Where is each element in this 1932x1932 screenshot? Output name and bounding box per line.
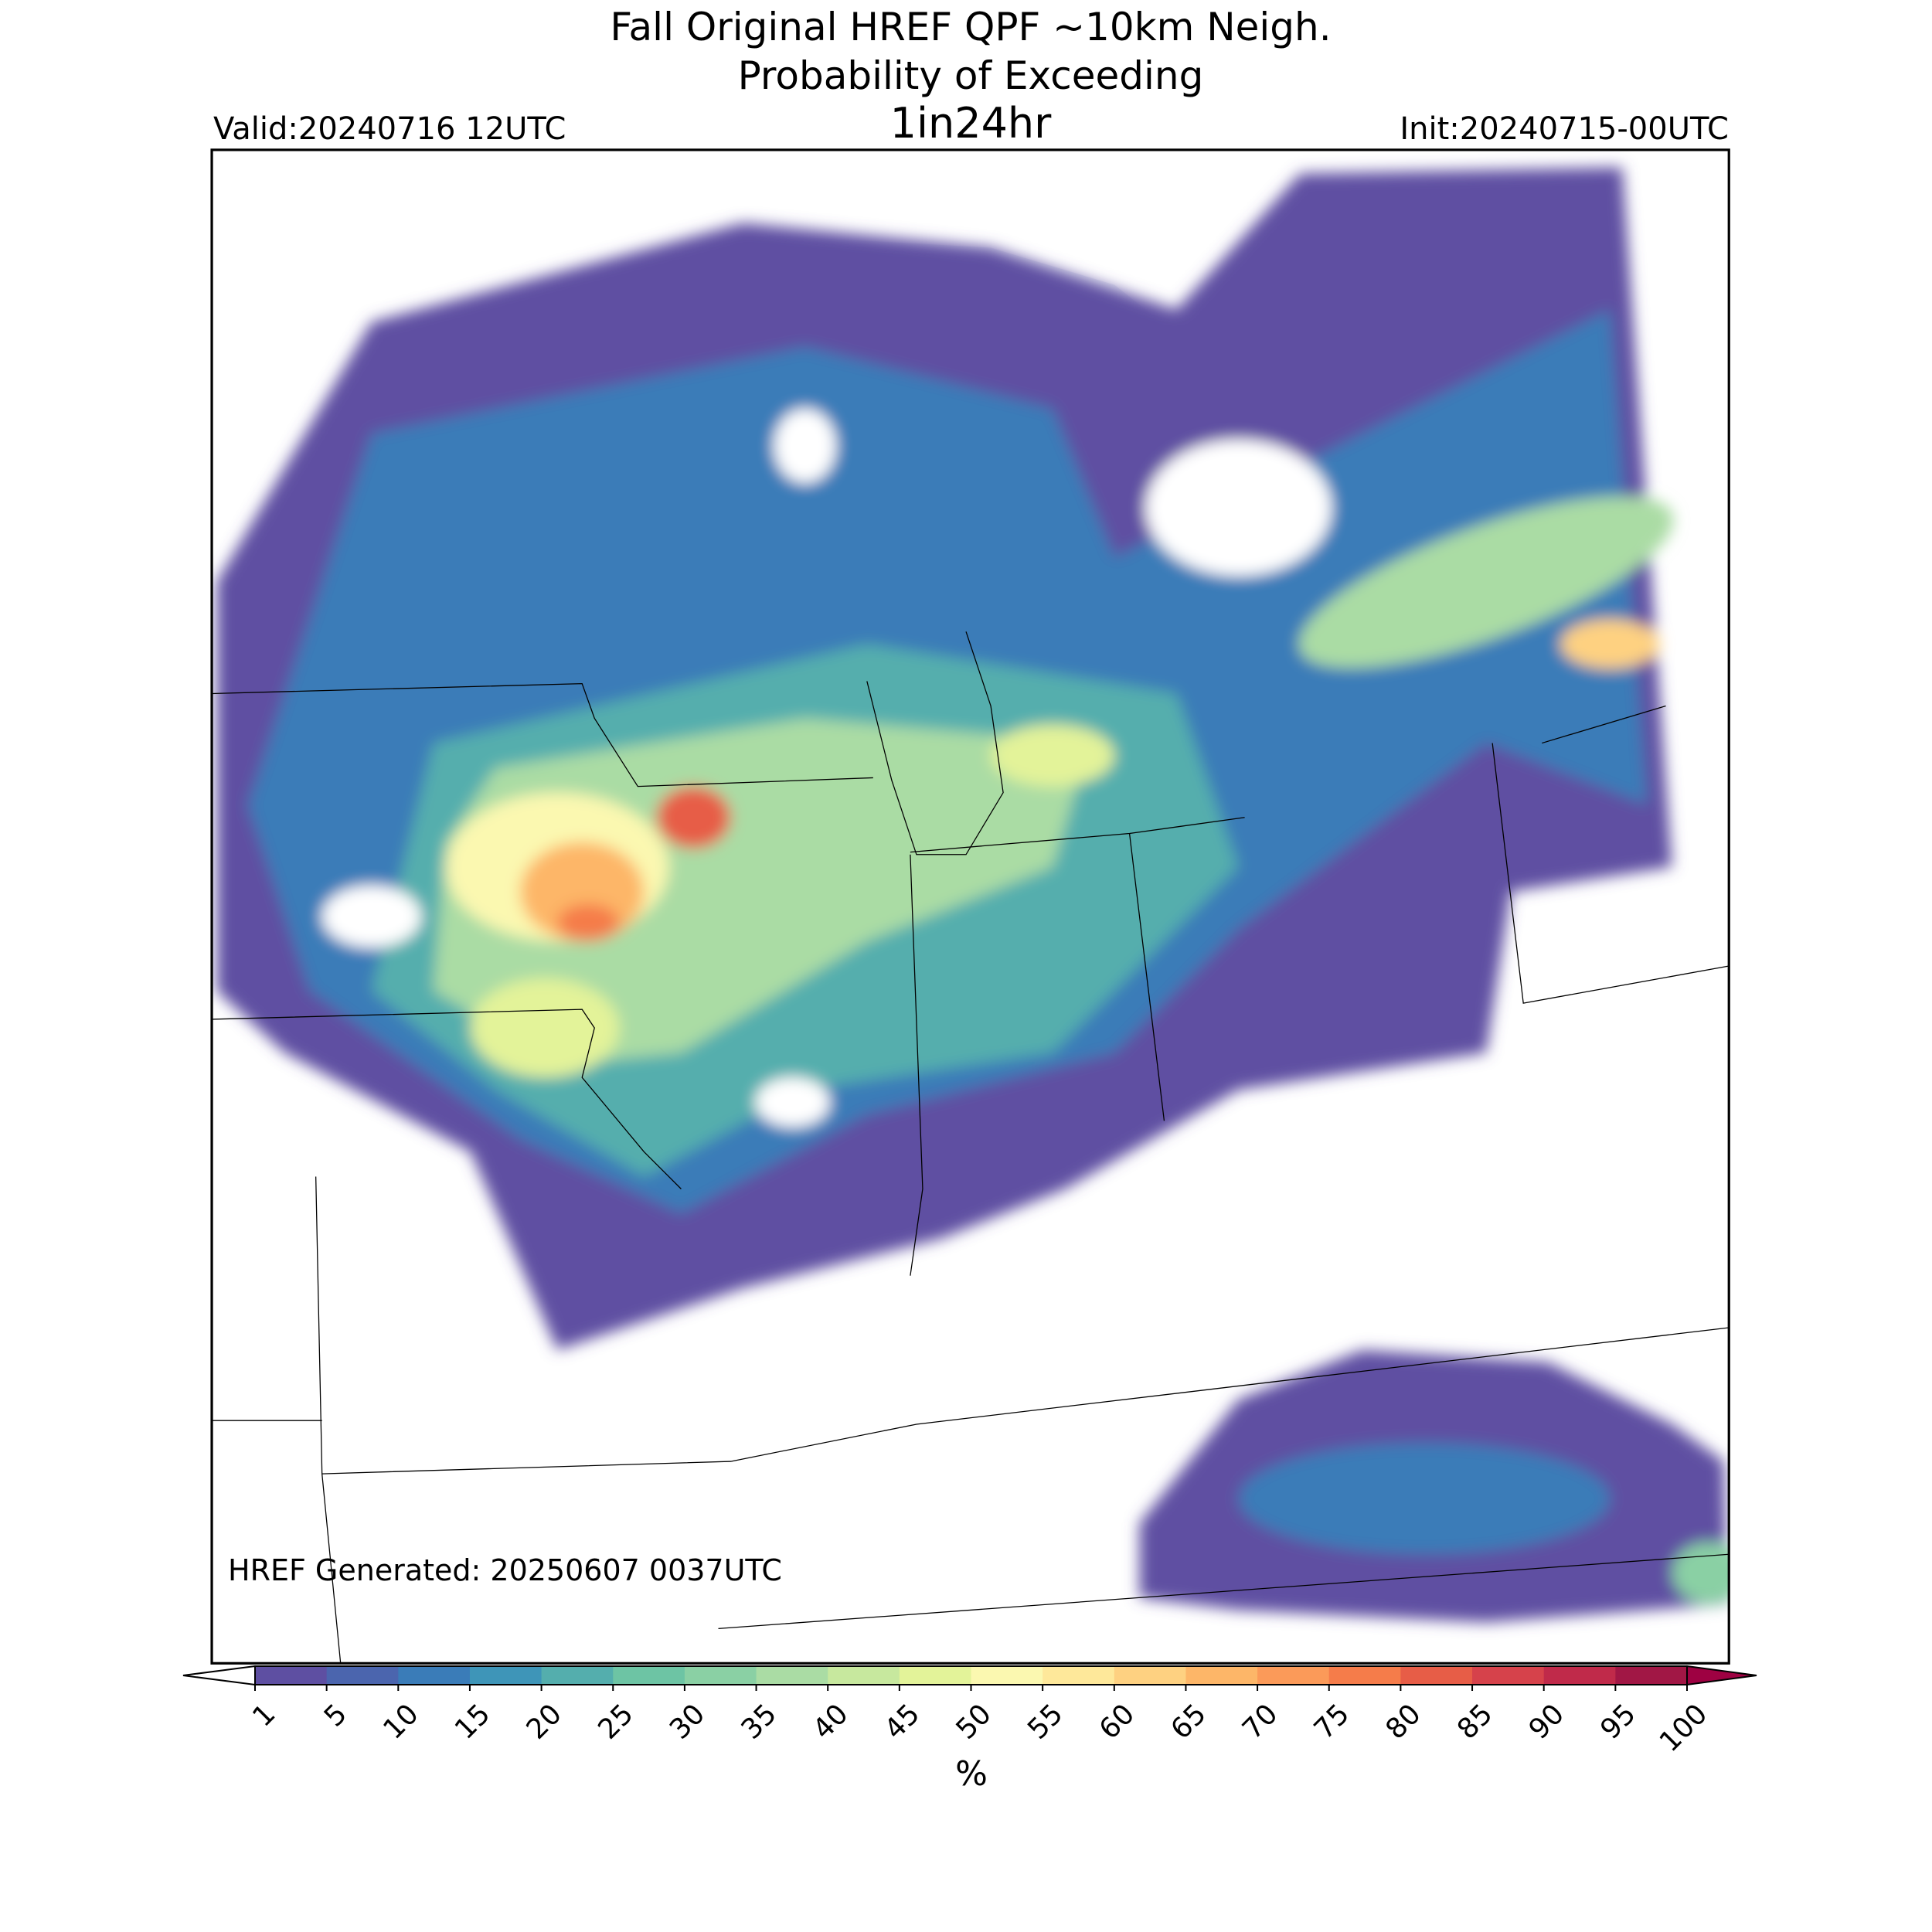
colorbar-bin bbox=[1543, 1666, 1616, 1685]
colorbar-tick-label: 40 bbox=[807, 1698, 854, 1745]
boundaries bbox=[212, 631, 1730, 1664]
colorbar-bin bbox=[541, 1666, 614, 1685]
colorbar-tick-label: 50 bbox=[951, 1698, 998, 1745]
colorbar-bin bbox=[255, 1666, 328, 1685]
colorbar-over bbox=[1686, 1665, 1757, 1686]
colorbar-bin bbox=[828, 1666, 900, 1685]
colorbar-tick-label: 1 bbox=[247, 1698, 281, 1733]
colorbar-tick-label: 75 bbox=[1308, 1698, 1355, 1745]
colorbar-bin bbox=[1257, 1666, 1330, 1685]
colorbar-tick-label: 100 bbox=[1654, 1698, 1714, 1758]
map-frame bbox=[210, 148, 1730, 1665]
colorbar-bin bbox=[1615, 1666, 1688, 1685]
colorbar-tick-label: 35 bbox=[736, 1698, 783, 1745]
map bbox=[210, 148, 1730, 1665]
colorbar-bin bbox=[1043, 1666, 1115, 1685]
colorbar-tick-label: 5 bbox=[318, 1698, 353, 1733]
colorbar-tick-label: 85 bbox=[1451, 1698, 1498, 1745]
title-line: Fall Original HREF QPF ~10km Neigh. bbox=[610, 5, 1331, 49]
colorbar-tick-label: 80 bbox=[1379, 1698, 1427, 1745]
colorbar-tick-label: 15 bbox=[449, 1698, 496, 1745]
colorbar-bin bbox=[899, 1666, 971, 1685]
colorbar-tick-label: 60 bbox=[1094, 1698, 1141, 1745]
colorbar-bin bbox=[469, 1666, 543, 1685]
precip-field bbox=[216, 167, 1730, 1623]
colorbar-label: % bbox=[955, 1754, 988, 1794]
map-content bbox=[212, 167, 1730, 1664]
colorbar-tick-label: 70 bbox=[1236, 1698, 1284, 1745]
colorbar-bin bbox=[1185, 1666, 1258, 1685]
valid-time: Valid:20240716 12UTC bbox=[213, 111, 566, 147]
colorbar-bin bbox=[684, 1666, 757, 1685]
generated-note: HREF Generated: 20250607 0037UTC bbox=[228, 1553, 782, 1587]
colorbar-bin bbox=[1328, 1666, 1401, 1685]
colorbar-tick-label: 55 bbox=[1022, 1698, 1069, 1745]
colorbar-tick-label: 30 bbox=[664, 1698, 711, 1745]
colorbar: 1 5 10 15 20 25 30 35 40 45 50 55 60 65 70 75 80 85 90 95 10… bbox=[182, 1665, 1757, 1758]
colorbar-bin bbox=[1114, 1666, 1186, 1685]
colorbar-tick-label: 10 bbox=[377, 1698, 424, 1745]
colorbar-tick-label: 45 bbox=[879, 1698, 926, 1745]
title-line: 1in24hr bbox=[890, 99, 1053, 148]
colorbar-bin bbox=[1472, 1666, 1545, 1685]
colorbar-bin bbox=[613, 1666, 685, 1685]
colorbar-under bbox=[182, 1665, 256, 1686]
title-line: Probability of Exceeding bbox=[738, 53, 1204, 98]
colorbar-bin bbox=[398, 1666, 471, 1685]
colorbar-tick-label: 20 bbox=[521, 1698, 568, 1745]
colorbar-bin bbox=[756, 1666, 828, 1685]
colorbar-tick-label: 95 bbox=[1594, 1698, 1641, 1745]
colorbar-tick-label: 25 bbox=[592, 1698, 639, 1745]
colorbar-bin bbox=[1400, 1666, 1473, 1685]
colorbar-bin bbox=[326, 1666, 399, 1685]
init-time: Init:20240715-00UTC bbox=[1400, 111, 1729, 147]
colorbar-tick-label: 90 bbox=[1523, 1698, 1570, 1745]
colorbar-bin bbox=[971, 1666, 1043, 1685]
colorbar-tick-label: 65 bbox=[1165, 1698, 1213, 1745]
